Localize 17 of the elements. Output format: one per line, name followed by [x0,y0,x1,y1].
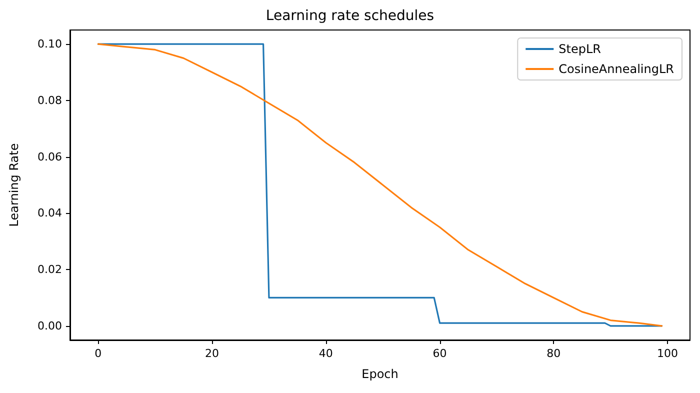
legend-label: CosineAnnealingLR [558,62,674,76]
y-tick-label: 0.06 [38,150,62,164]
x-tick-label: 60 [432,347,447,360]
chart-title: Learning rate schedules [266,8,434,24]
y-tick-label: 0.08 [38,94,62,107]
y-tick-label: 0.02 [38,263,62,276]
y-tick-label: 0.10 [38,38,62,51]
x-tick-label: 40 [318,347,333,360]
x-tick-label: 80 [546,347,561,360]
x-tick-label: 0 [94,347,102,360]
y-tick-label: 0.04 [38,206,62,220]
y-tick-label: 0.00 [38,319,62,332]
x-axis-title: Epoch [362,367,398,381]
x-tick-label: 100 [657,347,678,360]
y-axis-title: Learning Rate [7,143,21,227]
x-tick-label: 20 [205,347,220,360]
legend-label: StepLR [558,42,601,56]
